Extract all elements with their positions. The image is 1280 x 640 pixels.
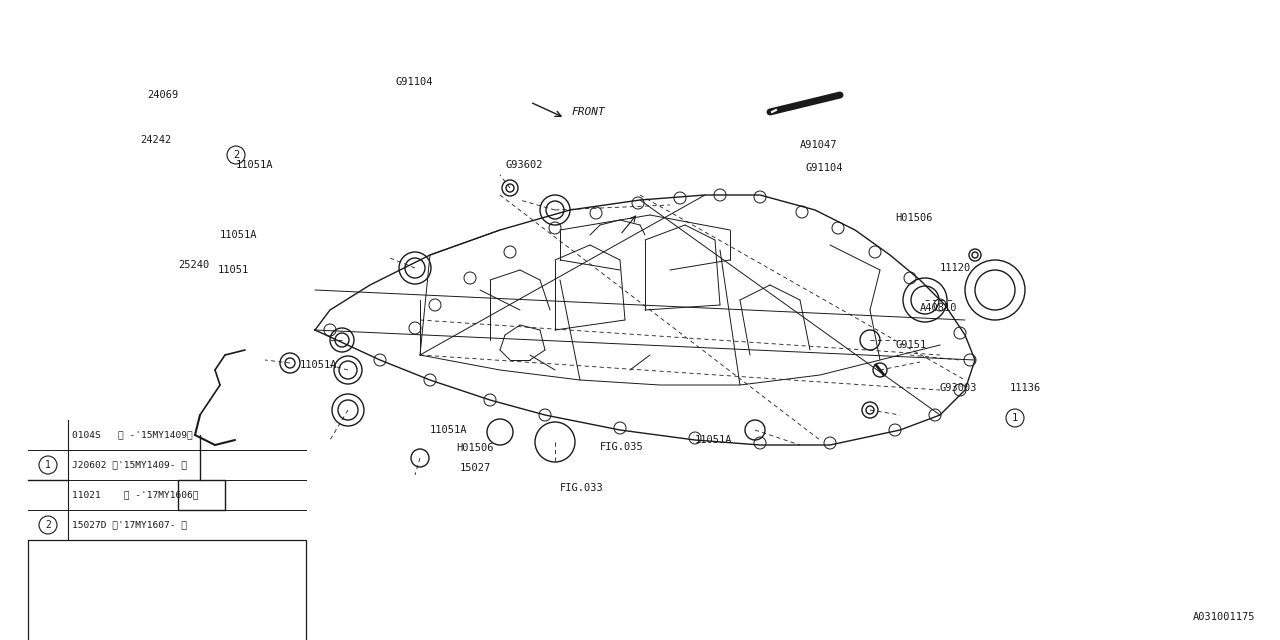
- Text: A40810: A40810: [920, 303, 957, 313]
- Text: 1: 1: [45, 460, 51, 470]
- Text: H01506: H01506: [895, 213, 933, 223]
- Text: 11051A: 11051A: [430, 425, 467, 435]
- Text: 24069: 24069: [147, 90, 178, 100]
- Text: G93003: G93003: [940, 383, 978, 393]
- Text: 11051: 11051: [218, 265, 250, 275]
- Text: 11021    〈 -'17MY1606〉: 11021 〈 -'17MY1606〉: [72, 490, 198, 499]
- Text: FIG.035: FIG.035: [600, 442, 644, 452]
- Text: 11136: 11136: [1010, 383, 1041, 393]
- Text: G9151: G9151: [895, 340, 927, 350]
- Text: J20602 〈'15MY1409- 〉: J20602 〈'15MY1409- 〉: [72, 461, 187, 470]
- Text: 15027: 15027: [460, 463, 492, 473]
- Text: G91104: G91104: [396, 77, 433, 87]
- Text: H01506: H01506: [456, 443, 494, 453]
- Text: 11051A: 11051A: [300, 360, 338, 370]
- Text: 15027D 〈'17MY1607- 〉: 15027D 〈'17MY1607- 〉: [72, 520, 187, 529]
- Text: G93602: G93602: [506, 160, 543, 170]
- Text: 11051A: 11051A: [236, 160, 274, 170]
- Text: 25240: 25240: [178, 260, 209, 270]
- Text: 1: 1: [1012, 413, 1018, 423]
- Text: G91104: G91104: [805, 163, 842, 173]
- Text: 11051A: 11051A: [695, 435, 732, 445]
- Text: 2: 2: [233, 150, 239, 160]
- Text: A031001175: A031001175: [1193, 612, 1254, 622]
- Text: 24242: 24242: [140, 135, 172, 145]
- Text: FRONT: FRONT: [572, 107, 605, 117]
- Text: 2: 2: [45, 520, 51, 530]
- Text: 11051A: 11051A: [220, 230, 257, 240]
- Text: 11120: 11120: [940, 263, 972, 273]
- Text: 0104S   〈 -'15MY1409〉: 0104S 〈 -'15MY1409〉: [72, 431, 193, 440]
- Text: A91047: A91047: [800, 140, 837, 150]
- Text: FIG.033: FIG.033: [561, 483, 604, 493]
- Bar: [28, 540, 306, 640]
